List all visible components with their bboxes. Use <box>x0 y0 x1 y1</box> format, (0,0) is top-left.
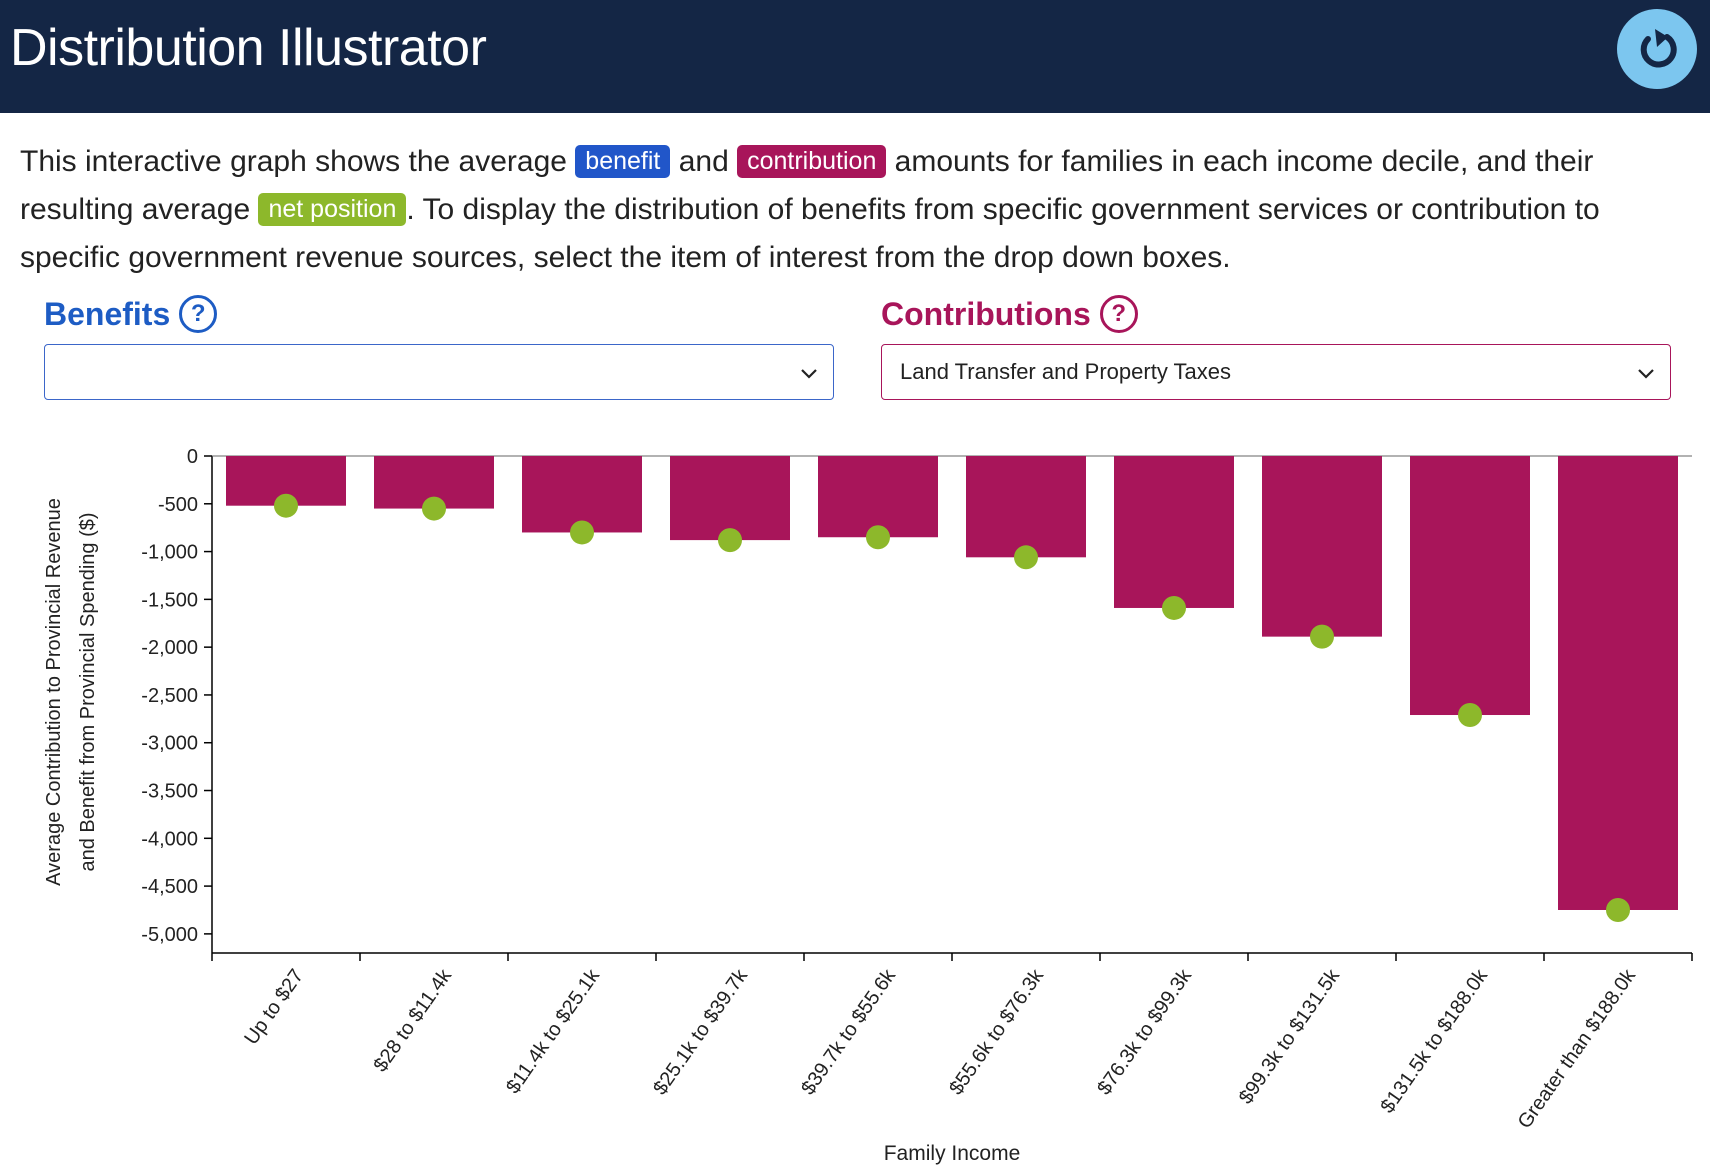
x-tick-label: $39.7k to $55.6k <box>797 964 900 1099</box>
net-position-point <box>422 496 446 521</box>
question-circle-icon[interactable]: ? <box>1099 295 1138 333</box>
contribution-bar <box>1558 456 1678 910</box>
contribution-bar <box>1262 456 1382 637</box>
y-tick-label: -2,500 <box>141 685 198 707</box>
net-position-point <box>274 493 298 518</box>
chevron-down-icon <box>801 369 817 379</box>
y-axis-title: and Benefit from Provincial Spending ($) <box>77 512 99 871</box>
distribution-chart: 0 -500 -1,000 -1,500 -2,000 -2,500 -3,000 -3,50… <box>43 446 1693 1165</box>
y-tick-label: 0 <box>187 446 198 468</box>
net-position-point <box>1162 595 1186 620</box>
chevron-down-icon <box>1638 369 1654 379</box>
x-tick-label: Up to $27 <box>240 965 308 1049</box>
net-position-point <box>866 525 890 550</box>
contribution-chip: contribution <box>737 145 887 178</box>
y-tick-label: -3,500 <box>141 781 198 803</box>
benefit-chip: benefit <box>575 145 671 178</box>
contributions-select-value: Land Transfer and Property Taxes <box>900 359 1232 384</box>
contributions-label: Contributions ? <box>881 295 1138 333</box>
contribution-bar <box>670 456 790 541</box>
y-tick-label: -1,500 <box>141 589 198 611</box>
contribution-bar <box>522 456 642 533</box>
y-tick-label: -3,000 <box>141 733 198 755</box>
net-position-point <box>570 520 594 545</box>
benefits-select[interactable] <box>44 344 834 400</box>
x-tick-label: $28 to $11.4k <box>369 964 456 1076</box>
y-axis-title: Average Contribution to Provincial Reven… <box>43 498 65 886</box>
x-tick-label: $25.1k to $39.7k <box>649 964 752 1099</box>
intro-segment: and <box>670 145 738 178</box>
y-tick-label: -1,000 <box>141 542 198 564</box>
y-tick-label: -500 <box>158 494 198 516</box>
contributions-label-text: Contributions <box>881 295 1091 332</box>
x-tick-label: $76.3k to $99.3k <box>1093 964 1196 1099</box>
intro-segment: This interactive graph shows the average <box>20 145 576 178</box>
net-position-point <box>1606 897 1630 922</box>
x-tick-label: $11.4k to $25.1k <box>502 964 605 1097</box>
benefits-label: Benefits ? <box>44 295 218 333</box>
intro-segment: amounts for families in each income deci… <box>20 145 1594 226</box>
x-tick-label: $55.6k to $76.3k <box>945 964 1048 1099</box>
contribution-bar <box>1410 456 1530 716</box>
app-title: Distribution Illustrator <box>10 19 487 77</box>
x-tick-label: $131.5k to $188.0k <box>1376 964 1492 1117</box>
net-position-point <box>718 528 742 553</box>
contribution-bar <box>1114 456 1234 608</box>
x-tick-label: Greater than $188.0k <box>1514 964 1641 1132</box>
y-tick-label: -2,000 <box>141 637 198 659</box>
contribution-bar <box>818 456 938 538</box>
y-tick-label: -4,000 <box>141 828 198 850</box>
reset-icon <box>1640 29 1677 68</box>
contributions-select[interactable]: Land Transfer and Property Taxes <box>881 344 1671 400</box>
net-position-point <box>1310 624 1334 649</box>
benefits-label-text: Benefits <box>44 295 171 332</box>
net-position-point <box>1014 545 1038 570</box>
net-position-point <box>1458 703 1482 728</box>
intro-segment: . To display the distribution of benefit… <box>20 193 1600 274</box>
app-header: Distribution Illustrator <box>0 0 1710 113</box>
y-tick-label: -4,500 <box>141 876 198 898</box>
question-circle-icon[interactable]: ? <box>179 295 218 333</box>
reset-button[interactable] <box>1617 9 1697 89</box>
net-position-chip: net position <box>258 193 407 226</box>
y-tick-label: -5,000 <box>141 924 198 946</box>
intro-text: This interactive graph shows the average… <box>20 138 1700 282</box>
x-axis-title: Family Income <box>884 1142 1021 1165</box>
contribution-bar <box>966 456 1086 558</box>
x-tick-label: $99.3k to $131.5k <box>1235 964 1345 1108</box>
